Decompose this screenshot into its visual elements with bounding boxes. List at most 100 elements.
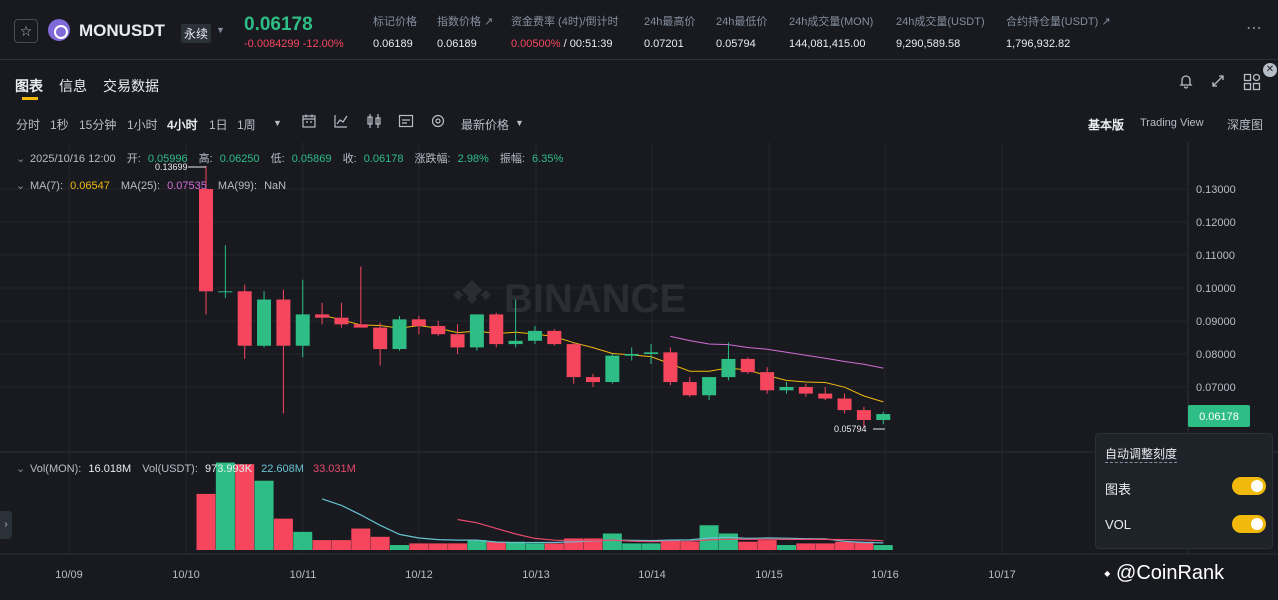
symbol-name[interactable]: MONUSDT bbox=[79, 21, 165, 40]
legend-vol-label: Vol(MON): bbox=[30, 463, 81, 475]
legend-change: 2.98% bbox=[458, 153, 489, 165]
view-depth[interactable]: 深度图 bbox=[1227, 118, 1264, 132]
line-chart-icon[interactable] bbox=[333, 113, 349, 132]
interval-4h[interactable]: 4小时 bbox=[167, 118, 198, 132]
stat-label: 资金费率 (4时)/倒计时 bbox=[511, 16, 619, 28]
view-basic[interactable]: 基本版 bbox=[1088, 118, 1125, 132]
indicators-icon[interactable] bbox=[398, 113, 414, 132]
stat-index-price[interactable]: 指数价格 ↗ 0.06189 bbox=[437, 13, 493, 50]
stat-label: 指数价格 ↗ bbox=[437, 16, 494, 28]
legend-amp: 6.35% bbox=[532, 153, 563, 165]
bell-icon[interactable] bbox=[1178, 73, 1194, 93]
stat-24h-low: 24h最低价 0.05794 bbox=[716, 13, 767, 50]
y-tick-label: 0.12000 bbox=[1196, 217, 1236, 229]
legend-ma99-label: MA(99): bbox=[218, 180, 257, 192]
x-tick-label: 10/16 bbox=[871, 569, 899, 581]
candle-body bbox=[237, 291, 252, 346]
kline-chart[interactable]: BINANCE 0.13000 0.12000 0.11000 0.10000 0.09… bbox=[0, 142, 1278, 600]
candle-body bbox=[702, 377, 717, 396]
interval-1d[interactable]: 1日 bbox=[209, 118, 228, 132]
legend-volma2: 33.031M bbox=[313, 463, 356, 475]
legend-ma99: NaN bbox=[264, 180, 286, 192]
stat-value: 0.06189 bbox=[437, 38, 477, 50]
tab-chart[interactable]: 图表 bbox=[15, 78, 43, 94]
legend-ma25: 0.07535 bbox=[167, 180, 207, 192]
candle-body bbox=[624, 354, 639, 356]
legend-volusdt-label: Vol(USDT): bbox=[142, 463, 198, 475]
settings-icon[interactable] bbox=[430, 113, 446, 132]
candle-body bbox=[586, 377, 600, 383]
y-tick-label: 0.07000 bbox=[1196, 382, 1236, 394]
kline-svg[interactable]: BINANCE 0.13000 0.12000 0.11000 0.10000 0.09… bbox=[0, 142, 1278, 600]
vol-auto-scale-toggle[interactable] bbox=[1232, 515, 1266, 533]
expand-panel-icon[interactable]: › bbox=[0, 511, 12, 539]
legend-amp-label: 振幅: bbox=[500, 151, 525, 165]
candle-body bbox=[721, 358, 736, 378]
stat-value: 1,796,932.82 bbox=[1006, 38, 1071, 50]
volume-bar bbox=[331, 540, 351, 550]
candle-body bbox=[373, 327, 388, 350]
stat-label: 24h最高价 bbox=[644, 16, 696, 28]
layout-grid-icon[interactable] bbox=[1243, 73, 1261, 95]
y-tick-label: 0.11000 bbox=[1196, 250, 1235, 262]
candle-body bbox=[218, 291, 233, 293]
favorite-star-icon[interactable]: ☆ bbox=[14, 19, 38, 43]
volume-bar bbox=[215, 462, 235, 550]
volume-bar bbox=[660, 540, 680, 550]
stat-label: 24h最低价 bbox=[716, 16, 768, 28]
candle-body bbox=[315, 314, 330, 318]
volume-bar bbox=[370, 536, 390, 550]
volume-bar bbox=[835, 541, 855, 550]
interval-time[interactable]: 分时 bbox=[16, 118, 41, 132]
price-type-dropdown-icon[interactable]: ▼ bbox=[515, 118, 524, 128]
fullscreen-icon[interactable] bbox=[1210, 73, 1226, 93]
stat-value: 0.05794 bbox=[716, 38, 756, 50]
candle-body bbox=[489, 314, 504, 345]
volume-ma-line-2 bbox=[457, 518, 884, 543]
interval-1h[interactable]: 1小时 bbox=[127, 118, 158, 132]
active-tab-indicator bbox=[22, 97, 38, 100]
legend-ma-collapse-icon: ⌄ bbox=[16, 180, 25, 192]
tab-info[interactable]: 信息 bbox=[59, 78, 87, 94]
content-tabs: 图表 信息 交易数据 bbox=[0, 60, 1278, 104]
calendar-icon[interactable] bbox=[301, 113, 317, 132]
legend-row-ohlc: 2025/10/16 12:00 开: 0.05996 高: 0.06250 低… bbox=[30, 151, 563, 165]
price-type-select[interactable]: 最新价格 bbox=[461, 118, 510, 132]
volume-bar bbox=[409, 543, 429, 550]
more-options-icon[interactable]: ⋯ bbox=[1246, 20, 1262, 37]
chart-auto-scale-toggle[interactable] bbox=[1232, 477, 1266, 495]
view-tradingview[interactable]: Trading View bbox=[1140, 117, 1204, 129]
legend-close: 0.06178 bbox=[364, 153, 404, 165]
stat-open-interest[interactable]: 合约持仓量(USDT) ↗ 1,796,932.82 bbox=[1006, 13, 1111, 50]
interval-1w[interactable]: 1周 bbox=[237, 118, 256, 132]
low-marker-label: 0.05794 bbox=[834, 424, 867, 434]
tab-trading-data[interactable]: 交易数据 bbox=[103, 78, 159, 94]
close-icon[interactable]: ✕ bbox=[1263, 63, 1277, 77]
legend-vol-collapse-icon: ⌄ bbox=[16, 463, 25, 475]
symbol-dropdown-icon[interactable]: ▼ bbox=[216, 25, 225, 35]
volume-bar bbox=[390, 545, 409, 550]
stat-label: 24h成交量(USDT) bbox=[896, 16, 985, 28]
funding-rate-value: 0.00500% bbox=[511, 38, 561, 50]
volume-bar bbox=[506, 541, 526, 550]
x-tick-label: 10/17 bbox=[988, 569, 1016, 581]
candle-body bbox=[644, 352, 659, 354]
volume-bar bbox=[583, 538, 603, 550]
candle-body bbox=[798, 387, 813, 394]
legend-row-ma: MA(7): 0.06547 MA(25): 0.07535 MA(99): N… bbox=[30, 180, 286, 192]
binance-watermark: BINANCE bbox=[504, 277, 686, 321]
candlestick-icon[interactable] bbox=[366, 113, 382, 132]
interval-dropdown-icon[interactable]: ▼ bbox=[273, 118, 282, 128]
x-tick-label: 10/09 bbox=[55, 569, 83, 581]
interval-1s[interactable]: 1秒 bbox=[50, 118, 69, 132]
x-tick-label: 10/14 bbox=[638, 569, 666, 581]
interval-15m[interactable]: 15分钟 bbox=[79, 118, 117, 132]
ma25-line bbox=[670, 335, 884, 369]
last-price-tag-text: 0.06178 bbox=[1199, 411, 1239, 423]
volume-bar bbox=[293, 531, 313, 550]
volume-bar bbox=[641, 543, 661, 550]
legend-open: 0.05996 bbox=[148, 153, 188, 165]
volume-bar bbox=[622, 543, 642, 550]
candle-body bbox=[257, 299, 272, 346]
legend-change-label: 涨跌幅: bbox=[415, 151, 451, 165]
